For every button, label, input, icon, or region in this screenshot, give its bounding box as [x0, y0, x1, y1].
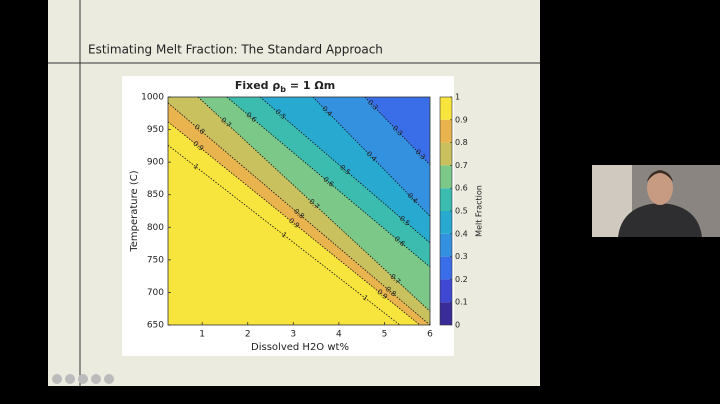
contour-line — [167, 102, 431, 326]
control-button[interactable] — [78, 374, 88, 384]
colorbar-tick-label: 0.7 — [455, 161, 468, 170]
x-tick-label: 3 — [290, 330, 296, 340]
colorbar-swatch — [440, 233, 452, 257]
webcam-person — [647, 171, 673, 205]
title-part: = 1 Ωm — [286, 79, 335, 92]
y-tick-label: 850 — [147, 190, 164, 200]
y-tick-label: 1000 — [141, 93, 164, 103]
y-axis-label: Temperature (C) — [129, 170, 140, 252]
webcam-person — [647, 170, 673, 182]
control-button[interactable] — [104, 374, 114, 384]
colorbar-swatch — [440, 302, 452, 325]
colorbar-tick-label: 0 — [455, 321, 460, 330]
x-tick-label: 4 — [336, 330, 342, 340]
colorbar-tick-label: 0.9 — [455, 115, 468, 124]
colorbar-label: Melt Fraction — [475, 185, 484, 237]
colorbar-swatch — [440, 279, 452, 303]
slide-title: Estimating Melt Fraction: The Standard A… — [88, 43, 383, 57]
title-part: Fixed ρ — [235, 79, 281, 92]
colorbar-swatch — [440, 97, 452, 120]
contour-label: 1 — [280, 231, 288, 240]
contour-line — [259, 96, 431, 244]
plot-frame — [167, 96, 431, 326]
colorbar-tick-label: 0.4 — [455, 229, 468, 238]
x-tick-label: 2 — [245, 330, 251, 340]
colorbar-swatch — [440, 256, 452, 280]
control-button[interactable] — [91, 374, 101, 384]
colorbar-tick-label: 0.2 — [455, 275, 468, 284]
title-part: b — [280, 85, 286, 94]
colorbar-tick-label: 0.3 — [455, 252, 468, 261]
contour-line — [312, 96, 431, 217]
contour-line — [226, 96, 431, 268]
webcam — [592, 165, 720, 237]
chart-title: Fixed ρb = 1 Ωm — [235, 79, 335, 94]
contour-label: 1 — [361, 294, 369, 303]
control-button[interactable] — [65, 374, 75, 384]
y-tick-label: 900 — [147, 158, 164, 168]
x-axis-label: Dissolved H2O wt% — [251, 342, 349, 353]
contour-line — [167, 144, 401, 326]
colorbar-swatch — [440, 119, 452, 143]
webcam-person — [618, 203, 702, 237]
plot: 1110.90.90.90.80.80.80.70.70.70.60.60.60… — [141, 93, 483, 340]
colorbar-tick-label: 0.8 — [455, 138, 468, 147]
x-tick-label: 5 — [382, 330, 388, 340]
y-tick-label: 750 — [147, 255, 164, 265]
control-button[interactable] — [52, 374, 62, 384]
y-tick-label: 650 — [147, 321, 164, 331]
colorbar-tick-label: 1 — [455, 93, 460, 102]
colorbar-swatch — [440, 188, 452, 211]
colorbar-swatch — [440, 165, 452, 189]
y-tick-label: 950 — [147, 125, 164, 135]
colorbar-tick-label: 0.5 — [455, 207, 468, 216]
colorbar-tick-label: 0.6 — [455, 184, 468, 193]
player-controls[interactable] — [52, 374, 114, 384]
x-tick-label: 1 — [199, 330, 205, 340]
colorbar-swatch — [440, 211, 452, 234]
colorbar-tick-label: 0.1 — [455, 298, 468, 307]
colorbar-swatch — [440, 142, 452, 166]
y-tick-label: 700 — [147, 288, 164, 298]
contour-label: 1 — [192, 162, 200, 171]
x-tick-label: 6 — [427, 330, 433, 340]
contour-line — [364, 96, 431, 166]
y-tick-label: 800 — [147, 223, 164, 233]
